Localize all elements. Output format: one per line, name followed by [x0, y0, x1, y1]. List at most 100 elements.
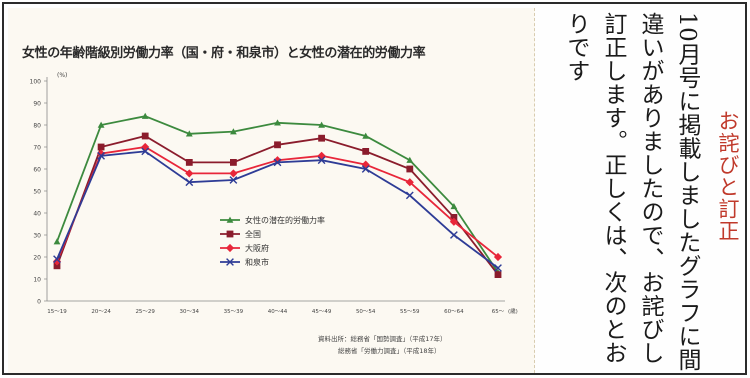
legend-marker [220, 215, 240, 225]
data-point-s3-9-stroke-b [450, 231, 458, 239]
data-point-s0-5 [274, 119, 281, 126]
y-tick-label: 90 [33, 101, 41, 108]
labor-force-chart: 0 10 20 30 40 50 60 70 80 90 100 (%) 15～19 20～24 25～29… [30, 72, 518, 315]
data-point-s1-8 [406, 165, 414, 173]
legend-label: 和泉市 [245, 257, 269, 267]
data-point-s0-6 [318, 121, 325, 128]
data-point-s3-1-stroke-b [97, 151, 105, 160]
x-tick-label: 20～24 [91, 309, 111, 315]
legend-label: 全国 [245, 229, 261, 239]
data-point-s2-6 [317, 151, 326, 160]
data-point-s3-4 [229, 176, 238, 184]
data-point-s1-9 [450, 214, 458, 221]
x-tick-label: 65～ [492, 309, 505, 315]
x-tick-label: 25～29 [135, 309, 155, 315]
data-point-s1-7 [362, 148, 370, 155]
data-point-s2-0 [52, 257, 62, 266]
data-point-s3-7-stroke-b [361, 165, 370, 173]
notice-body: 10月号に掲載しましたグラフに間違いがありましたので、お詫びし訂正します。正しく… [563, 12, 700, 372]
legend-marker [220, 243, 240, 253]
data-point-s2-9 [449, 217, 458, 226]
data-point-s3-8-stroke-b [405, 191, 414, 200]
data-point-s2-2 [141, 142, 150, 152]
notice-title: お詫びと訂正 [716, 110, 740, 242]
data-point-s3-10 [494, 264, 502, 272]
data-point-s2-10 [493, 252, 503, 262]
data-point-s0-3 [185, 130, 193, 137]
data-point-s1-2 [141, 132, 149, 140]
data-point-s0-1 [97, 121, 105, 128]
data-point-s0-9 [450, 203, 458, 210]
data-point-s3-9 [450, 231, 458, 239]
data-point-s3-0 [53, 255, 61, 264]
chart-title: 女性の年齢階級別労働力率（国・府・和泉市）と女性の潜在的労働力率 [22, 46, 426, 61]
data-point-s1-6 [318, 134, 325, 142]
y-axis-unit: (%) [57, 72, 67, 79]
y-tick-label: 40 [33, 211, 41, 218]
y-tick-label: 60 [33, 167, 41, 174]
data-point-s2-7 [361, 160, 370, 169]
legend-item: 大阪府 [220, 241, 325, 255]
source-line-1: 資料出所：総務省「国勢調査」（平成17年） [318, 335, 447, 343]
data-point-s3-6 [317, 156, 326, 165]
data-point-s3-6-stroke-b [317, 156, 326, 165]
legend-item: 和泉市 [220, 255, 325, 269]
legend-symbol [226, 258, 234, 266]
x-tick-label: 45～49 [312, 309, 332, 315]
y-tick-label: 20 [33, 255, 41, 262]
data-point-s0-7 [362, 132, 370, 139]
chart-legend: 女性の潜在的労働力率全国大阪府和泉市 [220, 213, 325, 269]
data-point-s3-2 [141, 147, 150, 156]
data-point-s1-3 [185, 159, 193, 166]
data-point-s2-4 [229, 169, 238, 178]
data-point-s1-5 [274, 141, 281, 149]
data-point-s3-10-stroke-b [494, 264, 502, 272]
data-point-s0-2 [141, 112, 149, 119]
legend-symbol-stroke-b [226, 258, 234, 266]
y-tick-label: 100 [30, 79, 42, 86]
legend-label: 大阪府 [245, 243, 269, 253]
source-line-2: 総務省「労働力調査」（平成18年） [338, 347, 441, 355]
legend-marker [220, 257, 240, 267]
data-point-s0-0 [53, 238, 61, 245]
legend-symbol [225, 243, 235, 253]
legend-marker [220, 229, 240, 239]
y-tick-label: 30 [33, 233, 41, 240]
data-point-s3-0-stroke-b [53, 255, 61, 264]
x-tick-label: 30～34 [180, 309, 200, 315]
x-tick-label: 55～59 [400, 309, 420, 315]
data-point-s1-0 [53, 262, 61, 270]
correction-notice: お詫びと訂正 10月号に掲載しましたグラフに間違いがありましたので、お詫びし訂正… [544, 10, 749, 376]
x-tick-label: 35～39 [224, 309, 244, 315]
data-point-s3-8 [405, 191, 414, 200]
data-point-s3-5-stroke-b [273, 158, 282, 167]
data-point-s3-7 [361, 165, 370, 173]
data-point-s2-3 [185, 169, 194, 178]
y-tick-label: 50 [33, 189, 41, 196]
y-tick-label: 0 [37, 299, 41, 306]
x-tick-label: 15～19 [47, 309, 67, 315]
x-tick-label: 50～54 [356, 309, 376, 315]
y-tick-label: 80 [33, 123, 41, 130]
data-point-s3-1 [97, 151, 105, 160]
data-point-s0-8 [406, 156, 414, 163]
x-tick-label: 40～44 [268, 309, 288, 315]
chart-source: 資料出所：総務省「国勢調査」（平成17年） 総務省「労働力調査」（平成18年） [318, 333, 447, 357]
legend-symbol [226, 216, 234, 223]
data-point-s2-8 [405, 178, 414, 187]
legend-symbol [226, 230, 234, 238]
y-tick-label: 70 [33, 145, 41, 152]
data-point-s1-1 [97, 143, 105, 151]
chart-panel: 女性の年齢階級別労働力率（国・府・和泉市）と女性の潜在的労働力率 0 10 20 30… [8, 8, 535, 373]
legend-item: 全国 [220, 227, 325, 241]
data-point-s3-3-stroke-b [185, 178, 194, 187]
x-tick-label: 60～64 [444, 309, 464, 315]
data-point-s3-5 [273, 158, 282, 167]
legend-item: 女性の潜在的労働力率 [220, 213, 325, 227]
data-point-s1-10 [494, 271, 502, 278]
x-axis-unit: (歳) [508, 307, 518, 315]
y-tick-label: 10 [33, 277, 41, 284]
data-point-s3-3 [185, 178, 194, 187]
data-point-s3-2-stroke-b [141, 147, 150, 156]
